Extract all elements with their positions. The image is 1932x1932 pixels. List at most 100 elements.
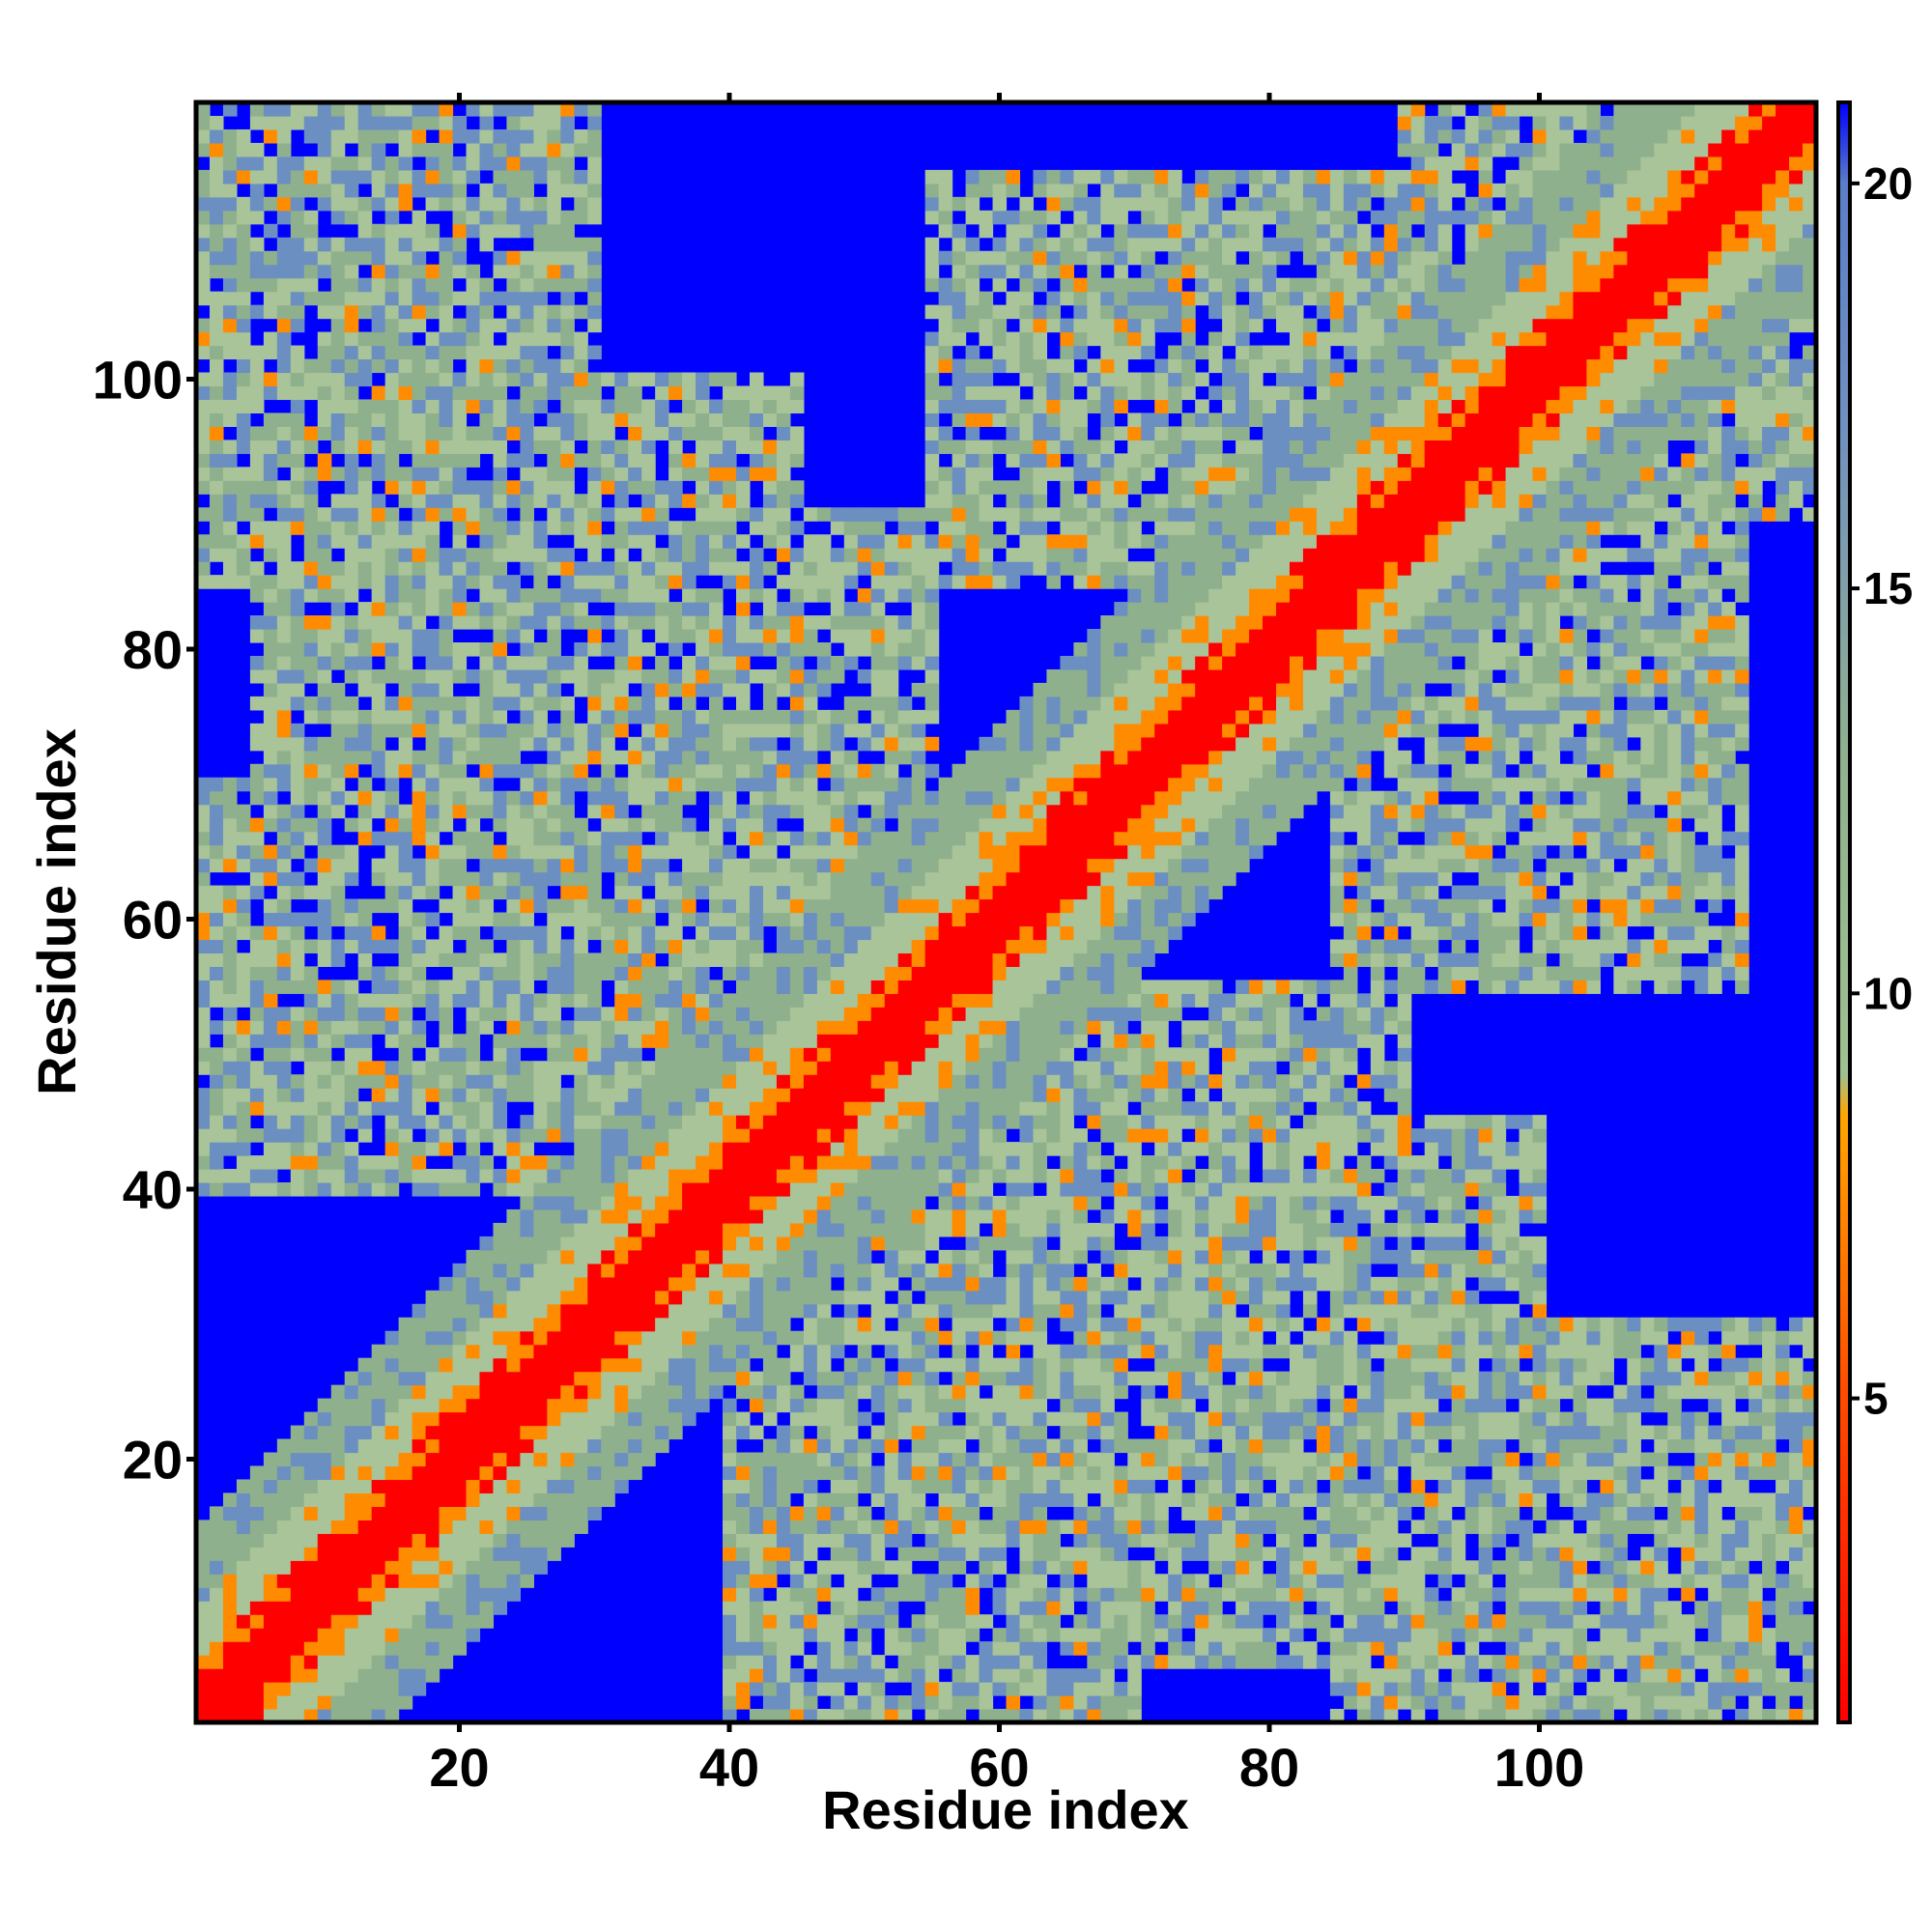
heatmap-cell <box>412 426 427 440</box>
heatmap-cell <box>330 331 346 347</box>
heatmap-cell <box>384 804 400 819</box>
heatmap-cell <box>466 642 481 657</box>
heatmap-cell <box>398 1425 413 1440</box>
heatmap-cell <box>762 615 778 630</box>
heatmap-cell <box>641 966 656 980</box>
heatmap-cell <box>371 115 386 130</box>
heatmap-cell <box>911 1276 926 1292</box>
heatmap-cell <box>236 128 251 144</box>
heatmap-cell <box>466 1074 481 1089</box>
heatmap-cell <box>412 763 427 779</box>
heatmap-cell <box>560 1115 575 1129</box>
heatmap-cell <box>263 804 278 819</box>
heatmap-cell <box>520 440 534 454</box>
heatmap-cell <box>938 993 953 1008</box>
heatmap-cell <box>493 494 508 508</box>
heatmap-cell <box>466 1601 481 1615</box>
heatmap-cell <box>816 1641 832 1656</box>
heatmap-cell <box>398 169 413 185</box>
heatmap-cell <box>655 925 669 941</box>
heatmap-cell <box>371 1425 386 1440</box>
heatmap-cell <box>357 345 373 360</box>
heatmap-cell <box>789 1547 805 1561</box>
heatmap-cell <box>749 817 764 833</box>
heatmap-cell <box>601 1074 615 1089</box>
heatmap-cell <box>911 1587 926 1602</box>
heatmap-cell <box>371 763 386 779</box>
heatmap-cell <box>574 1465 588 1481</box>
heatmap-cell <box>830 1641 845 1656</box>
heatmap-cell <box>696 1195 710 1210</box>
heatmap-cell <box>857 696 872 711</box>
heatmap-cell <box>547 1330 561 1346</box>
heatmap-cell <box>398 1398 413 1413</box>
heatmap-cell <box>249 196 265 212</box>
heatmap-cell <box>249 1074 265 1089</box>
heatmap-cell <box>290 115 305 130</box>
heatmap-cell <box>412 1506 427 1520</box>
heatmap-cell <box>587 1088 602 1102</box>
heatmap-cell <box>384 507 400 522</box>
heatmap-cell <box>263 575 278 589</box>
heatmap-cell <box>371 102 386 117</box>
heatmap-cell <box>276 1452 292 1467</box>
heatmap-cell <box>736 1047 751 1062</box>
heatmap-cell <box>398 128 413 144</box>
heatmap-cell <box>196 1601 211 1615</box>
heatmap-cell <box>412 1601 427 1615</box>
heatmap-cell <box>452 844 468 860</box>
heatmap-cell <box>520 1195 534 1210</box>
heatmap-cell <box>830 1533 845 1548</box>
heatmap-cell <box>384 264 400 279</box>
heatmap-cell <box>439 1533 454 1548</box>
heatmap-cell <box>317 763 332 779</box>
heatmap-cell <box>762 1655 778 1669</box>
heatmap-cell <box>236 385 251 401</box>
heatmap-cell <box>870 655 886 670</box>
heatmap-cell <box>263 1695 278 1710</box>
heatmap-cell <box>196 980 211 994</box>
heatmap-cell <box>493 1371 508 1386</box>
heatmap-cell <box>425 1520 440 1534</box>
heatmap-cell <box>789 399 805 414</box>
heatmap-cell <box>371 1601 386 1615</box>
heatmap-cell <box>749 1236 764 1251</box>
heatmap-cell <box>466 1506 481 1520</box>
heatmap-cell <box>857 1330 872 1346</box>
heatmap-cell <box>709 1195 724 1210</box>
heatmap-cell <box>371 642 386 657</box>
heatmap-cell <box>263 629 278 643</box>
heatmap-cell <box>614 1195 629 1210</box>
heatmap-cell <box>560 858 575 873</box>
heatmap-cell <box>723 1492 737 1507</box>
heatmap-cell <box>762 1074 778 1089</box>
heatmap-cell <box>884 709 899 724</box>
heatmap-cell <box>209 358 224 374</box>
heatmap-cell <box>506 169 521 185</box>
heatmap-cell <box>870 507 886 522</box>
heatmap-cells <box>196 102 1817 1723</box>
heatmap-cell <box>830 561 845 576</box>
heatmap-cell <box>587 1290 602 1305</box>
heatmap-cell <box>601 1398 615 1413</box>
heatmap-cell <box>520 709 534 724</box>
heatmap-cell <box>290 1520 305 1534</box>
heatmap-cell <box>830 898 845 914</box>
heatmap-cell <box>870 696 886 711</box>
heatmap-cell <box>196 1101 211 1116</box>
heatmap-cell <box>479 831 495 846</box>
heatmap-cell <box>682 548 696 562</box>
heatmap-cell <box>587 1317 602 1332</box>
heatmap-cell <box>263 1668 278 1683</box>
heatmap-cell <box>330 1695 346 1710</box>
heatmap-cell <box>479 1587 495 1602</box>
heatmap-cell <box>398 1384 413 1400</box>
heatmap-cell <box>723 898 737 914</box>
heatmap-cell <box>520 858 534 873</box>
heatmap-cell <box>843 1182 859 1197</box>
heatmap-cell <box>816 1438 832 1454</box>
heatmap-cell <box>601 912 615 927</box>
heatmap-cell <box>236 1682 251 1696</box>
heatmap-cell <box>196 1682 211 1696</box>
heatmap-cell <box>263 1169 278 1183</box>
